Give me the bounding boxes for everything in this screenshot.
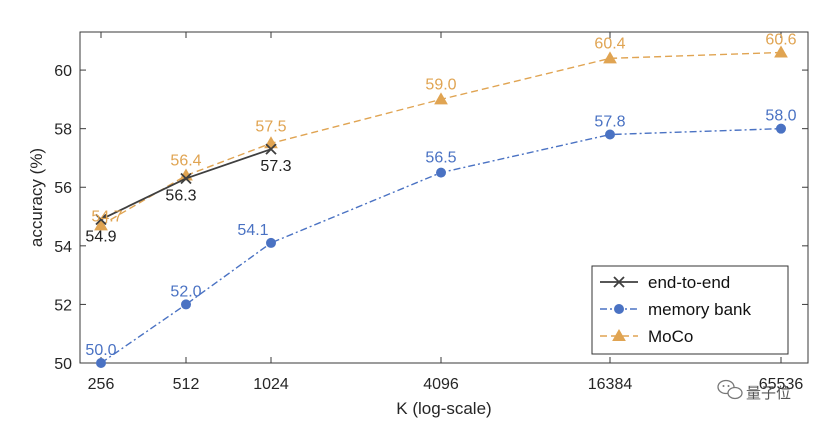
data-label-MoCo: 60.6 [765, 32, 796, 49]
data-point-MoCo [434, 92, 448, 105]
series-line-memory-bank [100, 127, 782, 364]
data-label-MoCo: 54.7 [91, 208, 122, 225]
data-point-MoCo [603, 51, 617, 64]
data-label-end-to-end: 57.3 [260, 158, 291, 175]
legend-label-MoCo: MoCo [648, 327, 693, 346]
y-tick-label: 54 [54, 239, 72, 256]
x-tick-label: 512 [173, 376, 200, 393]
data-point-memory-bank [96, 358, 106, 368]
data-point-memory-bank [181, 299, 191, 310]
data-label-memory-bank: 57.8 [594, 114, 625, 131]
y-axis-title: accuracy (%) [27, 148, 46, 247]
x-tick-label: 16384 [588, 376, 633, 393]
series-layer [94, 45, 788, 368]
y-tick-label: 58 [54, 122, 72, 139]
data-point-end-to-end [265, 143, 277, 155]
wechat-icon [717, 379, 743, 400]
y-tick-label: 50 [54, 356, 72, 373]
y-tick-label: 56 [54, 180, 72, 197]
legend-label-end-to-end: end-to-end [648, 273, 730, 292]
data-label-MoCo: 59.0 [425, 76, 456, 93]
x-tick-label: 65536 [759, 376, 804, 393]
data-point-end-to-end [95, 213, 107, 226]
legend-marker-memory-bank [614, 304, 624, 314]
series-line-MoCo [100, 51, 782, 226]
data-label-end-to-end: 54.9 [85, 228, 116, 245]
axes: 50 52 54 56 58 60 256 512 1024 4096 16384 65536 [54, 31, 809, 393]
data-point-memory-bank [776, 123, 786, 134]
data-point-MoCo [774, 45, 788, 58]
data-point-end-to-end [180, 172, 192, 185]
y-tick-label: 52 [54, 297, 72, 314]
x-tick-label: 256 [88, 376, 115, 393]
data-label-memory-bank: 50.0 [85, 342, 116, 359]
plot-frame [79, 31, 809, 364]
data-point-memory-bank [605, 129, 615, 140]
x-axis-title: K (log-scale) [396, 399, 491, 418]
legend-marker-end-to-end [613, 276, 625, 288]
data-label-memory-bank: 58.0 [765, 108, 796, 125]
data-label-memory-bank: 54.1 [237, 222, 268, 239]
legend: end-to-end memory bank MoCo [591, 265, 789, 355]
watermark-text: 量子位 [746, 385, 791, 402]
data-label-MoCo: 60.4 [594, 35, 625, 52]
data-label-end-to-end: 56.3 [165, 187, 196, 204]
y-tick-label: 60 [54, 63, 72, 80]
watermark: 量子位 [717, 379, 791, 402]
data-point-MoCo [94, 218, 108, 231]
data-point-memory-bank [266, 237, 276, 248]
legend-label-memory-bank: memory bank [648, 300, 751, 319]
data-label-memory-bank: 56.5 [425, 150, 456, 167]
data-label-MoCo: 56.4 [170, 153, 201, 170]
x-tick-label: 1024 [253, 376, 289, 393]
data-labels: 50.0 52.0 54.1 56.5 57.8 58.0 54.7 56.4 57.5 59.0… [85, 32, 796, 359]
x-tick-label: 4096 [423, 376, 459, 393]
legend-marker-MoCo [612, 328, 626, 341]
data-point-memory-bank [436, 167, 446, 178]
data-label-MoCo: 57.5 [255, 118, 286, 135]
data-label-memory-bank: 52.0 [170, 283, 201, 300]
